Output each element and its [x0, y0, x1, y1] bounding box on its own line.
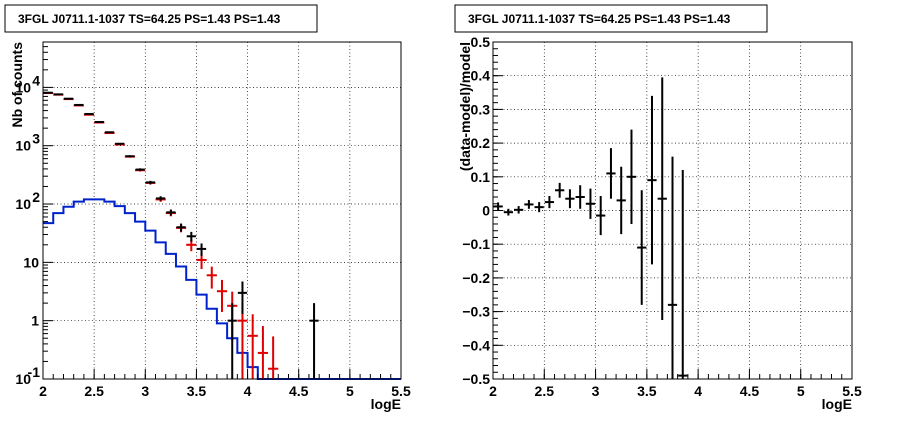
residual-point — [544, 196, 555, 209]
residual-point — [585, 188, 596, 219]
model-point — [247, 314, 258, 379]
y-tick-label: 0.3 — [471, 101, 491, 117]
residual-point — [555, 182, 565, 198]
counts-chart-grid — [43, 42, 401, 379]
x-tick-label: 4.5 — [289, 383, 309, 399]
data-point — [176, 223, 186, 232]
x-tick-label: 2.5 — [84, 383, 104, 399]
residual-chart-panel: 3FGL J0711.1-1037 TS=64.25 PS=1.43 PS=1.… — [454, 4, 862, 412]
x-tick-label: 4 — [244, 383, 252, 399]
data-point — [166, 209, 176, 216]
y-tick-label: 10 — [15, 79, 31, 95]
residual-chart-ylabel: (data-model)/model — [457, 42, 473, 171]
data-point — [53, 93, 63, 96]
y-tick-label: −0.5 — [462, 371, 490, 387]
data-point — [63, 97, 74, 100]
data-point — [104, 131, 115, 134]
residual-chart-title: 3FGL J0711.1-1037 TS=64.25 PS=1.43 PS=1.… — [468, 12, 731, 26]
y-tick-label: 10 — [15, 138, 31, 154]
counts-chart-title: 3FGL J0711.1-1037 TS=64.25 PS=1.43 PS=1.… — [18, 12, 281, 26]
data-point — [94, 120, 104, 123]
residual-point — [565, 189, 575, 209]
data-point — [84, 112, 94, 115]
data-point — [196, 243, 207, 256]
x-tick-label: 4 — [694, 383, 702, 399]
x-tick-label: 2.5 — [535, 383, 555, 399]
data-point — [115, 142, 125, 145]
x-tick-label: 4.5 — [740, 383, 760, 399]
data-point — [237, 281, 248, 315]
residual-point — [596, 196, 606, 236]
counts-chart-title-box — [4, 4, 318, 33]
model-point — [206, 266, 217, 289]
y-tick-label: −0.2 — [462, 270, 490, 286]
y-tick-label: −0.4 — [462, 337, 490, 353]
y-tick-exponent: 3 — [32, 131, 40, 147]
residual-point — [575, 185, 585, 209]
residual-point — [493, 202, 503, 211]
y-tick-label: −0.3 — [462, 304, 490, 320]
counts-chart-panel: 3FGL J0711.1-1037 TS=64.25 PS=1.43 PS=1.… — [4, 4, 411, 412]
residual-point — [667, 156, 678, 379]
residual-point — [514, 206, 524, 214]
residual-point — [626, 129, 637, 224]
x-tick-label: 3 — [141, 383, 149, 399]
x-tick-label: 5 — [797, 383, 805, 399]
counts-chart-series — [43, 91, 401, 380]
counts-chart-xlabel: logE — [371, 396, 401, 412]
model-point — [186, 239, 197, 252]
residual-point — [647, 95, 657, 265]
y-tick-label: 0.5 — [471, 34, 491, 50]
model-point — [216, 279, 228, 312]
y-tick-label: 10 — [15, 196, 31, 212]
residual-chart-series — [493, 77, 688, 379]
residual-chart-axes: 2 2.5 3 3.5 4 4.5 5 5.5 −0.5 −0.4 −0.3 −0.2 −0.1 0 0.1… — [462, 34, 862, 399]
x-tick-label: 2 — [489, 383, 497, 399]
residual-point — [524, 200, 534, 209]
data-point — [156, 196, 166, 201]
model-point — [257, 326, 269, 379]
counts-chart-ylabel: Nb of counts — [9, 42, 25, 128]
data-point — [135, 168, 145, 171]
y-tick-label: 0.4 — [471, 68, 491, 84]
x-tick-label: 5.5 — [391, 383, 411, 399]
model-point — [237, 303, 248, 379]
y-tick-label: 1 — [31, 313, 39, 329]
y-tick-label: 10 — [23, 254, 39, 270]
y-tick-label: 10 — [15, 371, 31, 387]
data-point — [74, 103, 84, 106]
x-tick-label: 3.5 — [637, 383, 657, 399]
residual-chart-xlabel: logE — [822, 396, 852, 412]
y-tick-label: −0.1 — [462, 236, 490, 252]
x-tick-label: 2 — [39, 383, 47, 399]
counts-chart-frame — [42, 41, 402, 380]
data-point — [227, 303, 237, 379]
data-point — [145, 180, 156, 185]
data-point — [125, 155, 135, 158]
data-point — [186, 231, 196, 242]
residual-point — [534, 202, 544, 213]
model-point — [268, 336, 279, 379]
residual-point — [637, 190, 647, 305]
x-tick-label: 3 — [592, 383, 600, 399]
residual-point — [678, 170, 688, 379]
x-tick-label: 5.5 — [842, 383, 862, 399]
x-tick-label: 5 — [346, 383, 354, 399]
data-point — [309, 303, 319, 379]
y-tick-label: 0.1 — [471, 169, 491, 185]
x-tick-label: 3.5 — [187, 383, 207, 399]
residual-point — [606, 148, 616, 199]
y-tick-exponent: 4 — [32, 72, 40, 88]
residual-point — [616, 166, 626, 235]
y-tick-exponent: -1 — [28, 364, 41, 380]
y-tick-label: 0 — [482, 203, 490, 219]
residual-point — [503, 208, 514, 216]
residual-point — [657, 77, 667, 321]
y-tick-exponent: 2 — [32, 189, 40, 205]
y-tick-label: 0.2 — [471, 135, 491, 151]
residual-chart-title-box — [454, 4, 768, 33]
